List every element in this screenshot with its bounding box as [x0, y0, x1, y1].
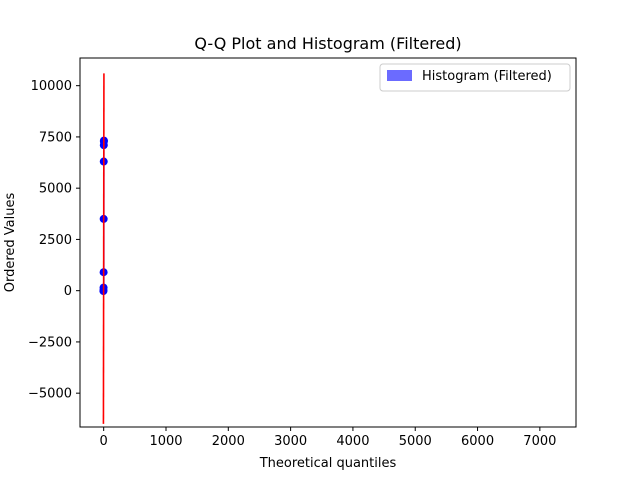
legend: Histogram (Filtered)	[380, 64, 570, 91]
x-tick-label: 4000	[336, 434, 369, 449]
x-tick-label: 3000	[274, 434, 307, 449]
legend-entry-label: Histogram (Filtered)	[422, 69, 552, 84]
x-tick-label: 2000	[212, 434, 245, 449]
y-tick-label: −5000	[28, 387, 72, 402]
y-tick-label: 2500	[39, 233, 72, 248]
x-tick-label: 6000	[461, 434, 494, 449]
y-tick-label: −2500	[28, 335, 72, 350]
y-axis-label: Ordered Values	[3, 193, 18, 293]
legend-swatch	[387, 70, 412, 81]
y-tick-label: 10000	[31, 79, 72, 94]
x-tick-label: 7000	[523, 434, 556, 449]
y-tick-label: 7500	[39, 130, 72, 145]
y-tick-label: 0	[64, 284, 72, 299]
x-tick-label: 1000	[149, 434, 182, 449]
x-tick-label: 5000	[399, 434, 432, 449]
x-tick-label: 0	[100, 434, 108, 449]
y-tick-label: 5000	[39, 182, 72, 197]
x-axis-label: Theoretical quantiles	[259, 456, 397, 471]
chart-title: Q-Q Plot and Histogram (Filtered)	[194, 34, 461, 53]
